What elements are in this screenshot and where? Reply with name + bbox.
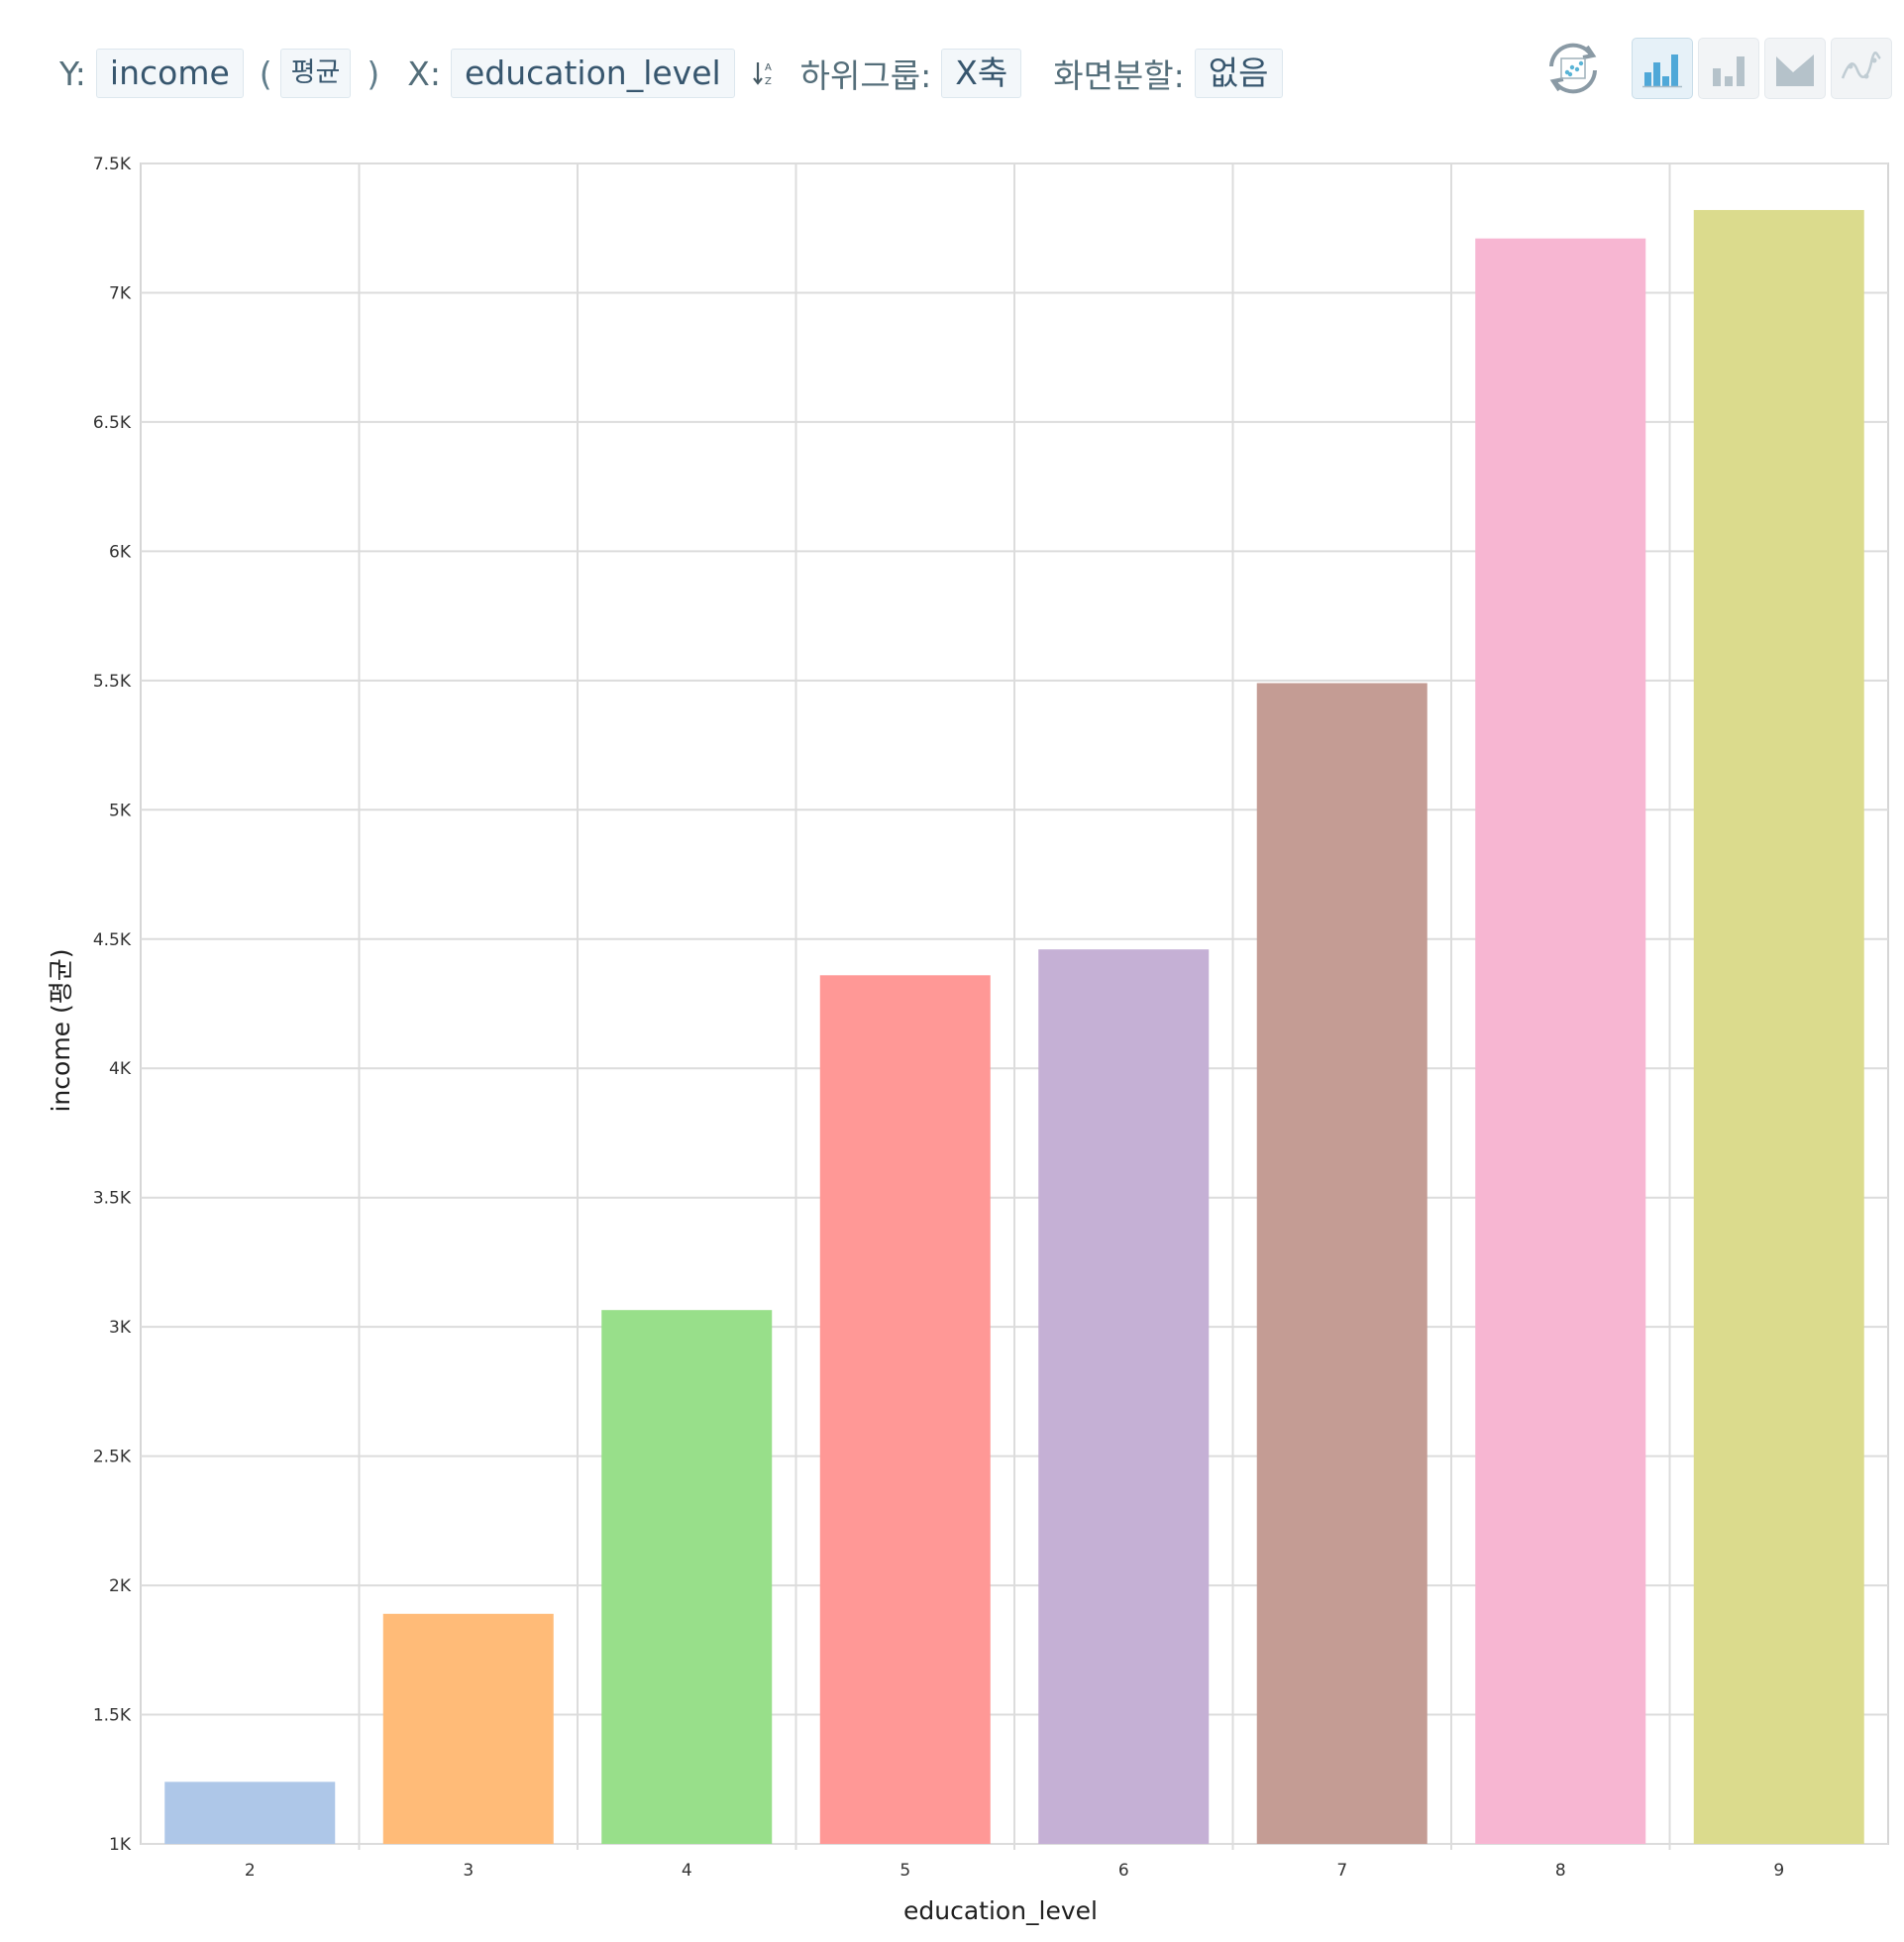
y-tick-label: 4K	[109, 1059, 132, 1079]
y-tick-labels: 1K 1.5K 2K 2.5K 3K 3.5K 4K 4.5K 5K 5.5K 6K 6.5K 7K 7.…	[93, 155, 132, 1855]
y-tick-label: 1K	[109, 1835, 132, 1855]
colored-bar-chart-icon[interactable]	[1632, 38, 1693, 99]
svg-text:A: A	[765, 62, 772, 73]
y-tick-label: 2K	[109, 1576, 132, 1596]
x-field-selector[interactable]: education_level	[450, 49, 735, 98]
x-tick-label: 4	[682, 1861, 692, 1881]
x-tick-label: 3	[463, 1861, 474, 1881]
x-tick-label: 7	[1336, 1861, 1347, 1881]
area-chart-icon[interactable]	[1764, 38, 1826, 99]
y-tick-label: 6K	[109, 542, 132, 562]
y-tick-label: 1.5K	[93, 1706, 132, 1726]
x-tick-label: 8	[1555, 1861, 1566, 1881]
y-axis-title: income (평균)	[47, 948, 75, 1112]
bar-9[interactable]	[1693, 209, 1864, 1844]
y-tick-label: 7.5K	[93, 155, 132, 174]
x-tick-label: 2	[245, 1861, 256, 1881]
y-tick-label: 6.5K	[93, 413, 132, 433]
split-label: 화면분할:	[1053, 56, 1185, 95]
bar-6[interactable]	[1038, 949, 1210, 1844]
split-selector[interactable]: 없음	[1194, 49, 1283, 98]
y-tick-label: 5K	[109, 801, 132, 820]
bar-4[interactable]	[601, 1310, 773, 1844]
y-axis-label: Y:	[59, 54, 86, 93]
x-tick-label: 6	[1118, 1861, 1129, 1881]
y-tick-label: 3K	[109, 1318, 132, 1338]
y-tick-label: 2.5K	[93, 1448, 132, 1467]
bar-3[interactable]	[382, 1613, 554, 1844]
bar-5[interactable]	[819, 975, 991, 1844]
bar-7[interactable]	[1256, 683, 1428, 1845]
y-tick-label: 5.5K	[93, 672, 132, 692]
x-tick-label: 9	[1773, 1861, 1784, 1881]
x-tick-labels: 2 3 4 5 6 7 8 9	[245, 1861, 1784, 1881]
refresh-chart-icon[interactable]	[1541, 37, 1605, 100]
line-chart-icon[interactable]	[1831, 38, 1892, 99]
y-tick-label: 4.5K	[93, 930, 132, 950]
aggregation-selector[interactable]: 평균	[279, 49, 352, 98]
sort-az-icon[interactable]: A Z	[752, 58, 775, 88]
subgroup-label: 하위그룹:	[799, 56, 932, 95]
paren-close: )	[367, 54, 380, 93]
x-tick-label: 5	[899, 1861, 910, 1881]
y-tick-label: 7K	[109, 283, 132, 303]
y-field-selector[interactable]: income	[95, 49, 244, 98]
svg-text:Z: Z	[765, 76, 772, 87]
bars-layer	[164, 209, 1864, 1845]
chart-config-bar: Y: income ( 평균 ) X: education_level A Z …	[59, 48, 1295, 99]
y-tick-label: 3.5K	[93, 1189, 132, 1209]
x-axis-title: education_level	[903, 1896, 1098, 1925]
chart-tools	[1541, 36, 1892, 101]
bar-8[interactable]	[1475, 238, 1646, 1844]
x-axis-label: X:	[407, 54, 441, 93]
subgroup-selector[interactable]: X축	[941, 49, 1022, 98]
bar-chart-icon[interactable]	[1698, 38, 1759, 99]
paren-open: (	[259, 54, 272, 93]
bar-2[interactable]	[164, 1781, 336, 1844]
